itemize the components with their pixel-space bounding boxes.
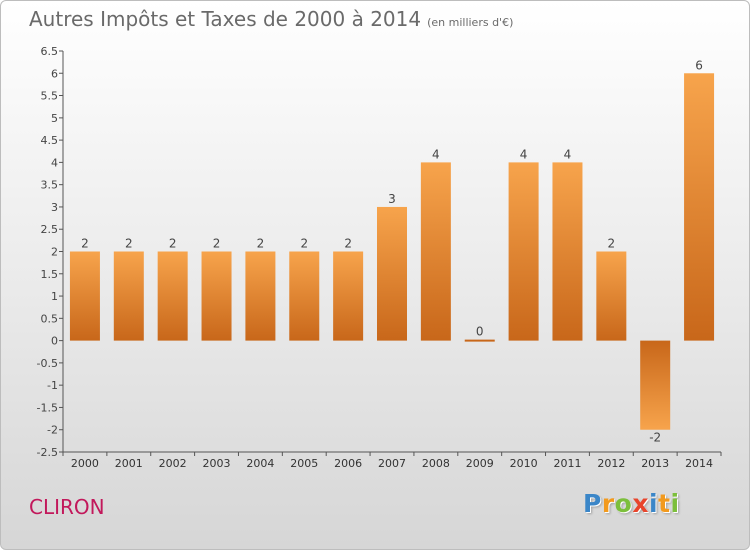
logo-letter: r (601, 489, 615, 518)
y-tick-label: 4 (51, 156, 58, 169)
y-tick-label: 0.5 (41, 312, 59, 325)
y-tick-label: 2.5 (41, 223, 59, 236)
data-label: 2 (300, 237, 308, 251)
y-tick-label: 1 (51, 290, 58, 303)
data-label: 4 (520, 147, 528, 161)
bar (508, 162, 539, 341)
y-axis: -2.5 -2 -1.5 -1 -0.5 0 0.5 1 1.5 2 2.5 3 3.5 4 4.5 5 5.5… (37, 45, 64, 459)
data-label: 2 (125, 237, 133, 251)
data-label: 3 (388, 192, 396, 206)
y-tick-label: 6 (51, 67, 58, 80)
x-tick-label: 2013 (641, 457, 669, 470)
data-label: 6 (695, 58, 703, 72)
x-tick-label: 2001 (115, 457, 143, 470)
bar (464, 339, 495, 342)
bar (684, 73, 715, 341)
bar (420, 162, 451, 341)
bar (113, 251, 144, 341)
data-label: 2 (81, 237, 89, 251)
x-tick-label: 2006 (334, 457, 362, 470)
data-label: 2 (608, 237, 616, 251)
bar (157, 251, 188, 341)
logo-letter: o (614, 489, 633, 518)
logo-letter: P (583, 489, 602, 518)
y-tick-label: -0.5 (37, 357, 58, 370)
data-labels: 2 2 2 2 2 2 2 3 4 0 4 4 2 -2 6 (81, 58, 703, 444)
data-label: 2 (169, 237, 177, 251)
logo-letter: x (632, 489, 649, 518)
y-tick-label: 4.5 (41, 134, 59, 147)
bar (333, 251, 364, 341)
y-tick-label: 6.5 (41, 45, 59, 58)
y-tick-label: 2 (51, 246, 58, 259)
x-tick-label: 2011 (553, 457, 581, 470)
y-tick-label: 3 (51, 201, 58, 214)
y-tick-label: 5 (51, 112, 58, 125)
data-label: 4 (564, 147, 572, 161)
data-label: 0 (476, 325, 484, 339)
x-axis: 2000 2001 2002 2003 2004 2005 2006 2007 2008 2009… (62, 451, 722, 470)
bar (640, 340, 671, 430)
bar (596, 251, 627, 341)
logo-letter: i (670, 489, 680, 518)
data-label: 2 (257, 237, 265, 251)
data-label: 2 (344, 237, 352, 251)
x-tick-label: 2004 (246, 457, 274, 470)
x-tick-label: 2009 (466, 457, 494, 470)
y-tick-label: -1.5 (37, 401, 58, 414)
x-tick-label: 2008 (422, 457, 450, 470)
bar (552, 162, 583, 341)
x-tick-label: 2007 (378, 457, 406, 470)
x-tick-label: 2005 (290, 457, 318, 470)
x-tick-label: 2014 (685, 457, 713, 470)
y-tick-label: 5.5 (41, 90, 59, 103)
bar (245, 251, 276, 341)
y-tick-label: 3.5 (41, 179, 59, 192)
y-tick-label: 0 (51, 335, 58, 348)
title-unit: (en milliers d'€) (427, 16, 514, 29)
y-tick-label: 1.5 (41, 268, 59, 281)
proxiti-logo: Proxiti (583, 489, 680, 518)
data-label: 4 (432, 147, 440, 161)
x-tick-label: 2000 (71, 457, 99, 470)
bars (69, 73, 715, 430)
logo-letter: t (658, 489, 671, 518)
data-label: 2 (213, 237, 221, 251)
x-tick-label: 2012 (597, 457, 625, 470)
data-label: -2 (649, 431, 661, 445)
x-tick-label: 2010 (510, 457, 538, 470)
bar (377, 206, 407, 341)
bar (69, 251, 100, 341)
title-main: Autres Impôts et Taxes de 2000 à 2014 (29, 7, 422, 31)
x-tick-label: 2002 (159, 457, 187, 470)
bar (201, 251, 232, 341)
commune-name: CLIRON (29, 495, 105, 519)
y-tick-label: -2 (47, 424, 58, 437)
logo-letter: i (649, 489, 659, 518)
x-tick-label: 2003 (203, 457, 231, 470)
y-tick-label: -2.5 (37, 446, 58, 459)
bar (289, 251, 320, 341)
y-tick-label: -1 (47, 379, 58, 392)
chart-title: Autres Impôts et Taxes de 2000 à 2014 (en… (29, 7, 513, 31)
